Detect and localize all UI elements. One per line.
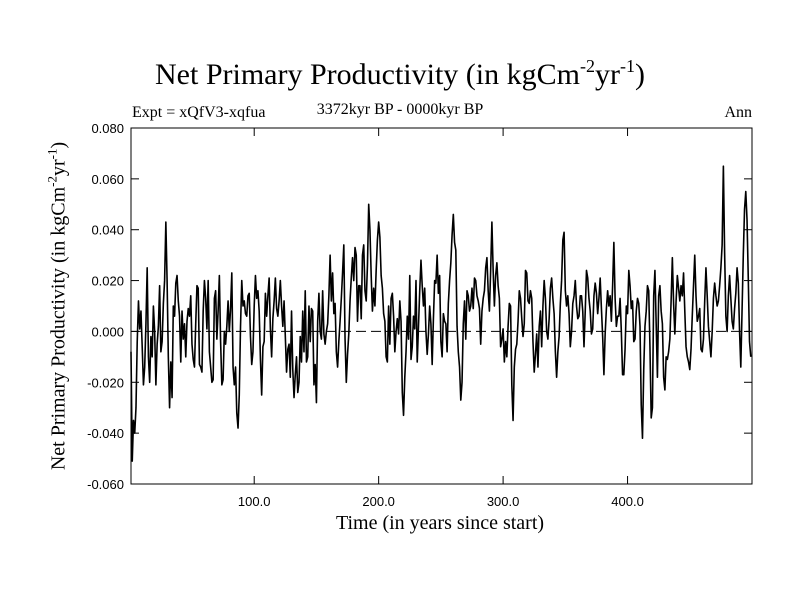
y-tick-label: -0.020 (87, 375, 124, 390)
series-line (130, 165, 752, 462)
x-tick-label: 100.0 (238, 494, 271, 509)
chart-title: Net Primary Productivity (in kgCm-2yr-1) (155, 56, 645, 91)
y-tick-label: -0.040 (87, 426, 124, 441)
y-tick-label: 0.060 (91, 172, 124, 187)
y-tick-label: -0.060 (87, 477, 124, 492)
season-label: Ann (724, 104, 752, 121)
y-tick-label: 0.020 (91, 274, 124, 289)
y-axis-ticks: -0.060 -0.040 -0.020 0.000 0.020 0.040 0.060 0.… (87, 121, 752, 492)
x-axis-ticks: 100.0 200.0 300.0 400.0 (238, 128, 644, 509)
y-tick-label: 0.040 (91, 223, 124, 238)
x-tick-label: 200.0 (362, 494, 395, 509)
plot-frame (130, 127, 753, 485)
y-tick-label: 0.080 (91, 121, 124, 136)
x-axis-label: Time (in years since start) (335, 512, 545, 534)
x-tick-label: 300.0 (487, 494, 520, 509)
experiment-label: Expt = xQfV3-xqfua (132, 104, 266, 121)
x-tick-label: 400.0 (611, 494, 644, 509)
period-label: 3372kyr BP - 0000kyr BP (316, 101, 484, 118)
y-tick-label: 0.000 (91, 324, 124, 339)
